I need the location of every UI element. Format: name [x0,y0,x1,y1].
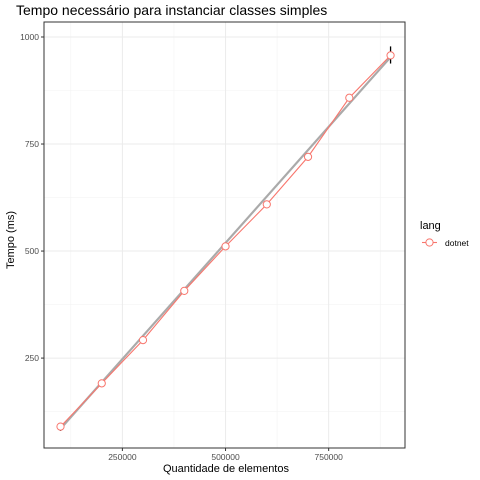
plot-panel [44,22,405,448]
series-dotnet [56,51,395,431]
data-point [97,379,106,388]
legend-label-dotnet: dotnet [445,238,469,248]
y-tick-label: 750 [25,139,39,149]
y-tick-label: 500 [25,246,39,256]
y-axis-ticks: 250 500 750 1000 [20,32,44,363]
x-axis-ticks: 250000 500000 750000 [108,448,343,462]
data-point [180,286,189,295]
legend-key-dotnet [421,234,438,251]
x-tick-label: 750000 [314,452,343,462]
data-point [386,51,395,60]
data-point [345,93,354,102]
chart-title: Tempo necessário para instanciar classes… [16,2,327,18]
legend: lang dotnet [420,220,469,251]
legend-title: lang [420,220,441,232]
y-tick-label: 250 [25,353,39,363]
x-tick-label: 500000 [211,452,240,462]
data-point [303,152,313,161]
legend-key-point [425,238,434,247]
data-point [56,422,65,431]
y-tick-label: 1000 [20,32,39,42]
data-point [221,242,230,251]
grid-lines [44,22,405,448]
plot-border [43,21,406,449]
y-axis-title: Tempo (ms) [5,211,17,269]
x-axis-title: Quantidade de elementos [163,463,289,475]
data-point [262,200,271,209]
x-tick-label: 250000 [108,452,137,462]
data-point [138,336,148,345]
